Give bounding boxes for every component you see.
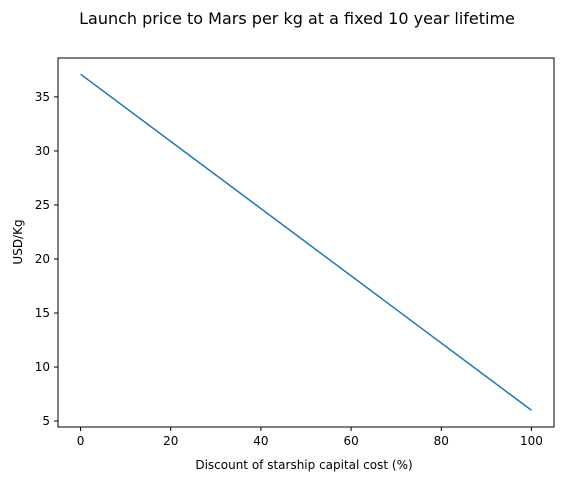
y-tick-label: 10 <box>35 360 50 374</box>
y-tick-label: 5 <box>42 414 50 428</box>
y-tick-label: 25 <box>35 198 50 212</box>
x-tick-label: 40 <box>253 434 268 448</box>
plot-area: 0 20 40 60 80 100 5 10 15 20 25 30 35 <box>35 57 555 448</box>
x-tick-label: 60 <box>343 434 358 448</box>
x-tick-label: 20 <box>163 434 178 448</box>
y-tick-label: 35 <box>35 90 50 104</box>
y-tick-label: 15 <box>35 306 50 320</box>
y-axis-label: USD/Kg <box>11 219 25 264</box>
y-tick-label: 30 <box>35 144 50 158</box>
series-line <box>80 73 532 411</box>
chart-title: Launch price to Mars per kg at a fixed 1… <box>79 9 515 28</box>
x-tick-label: 80 <box>434 434 449 448</box>
x-tick-label: 0 <box>77 434 85 448</box>
x-axis-label: Discount of starship capital cost (%) <box>195 458 412 472</box>
plot-frame <box>57 57 555 428</box>
y-tick-label: 20 <box>35 252 50 266</box>
x-tick-label: 100 <box>520 434 543 448</box>
